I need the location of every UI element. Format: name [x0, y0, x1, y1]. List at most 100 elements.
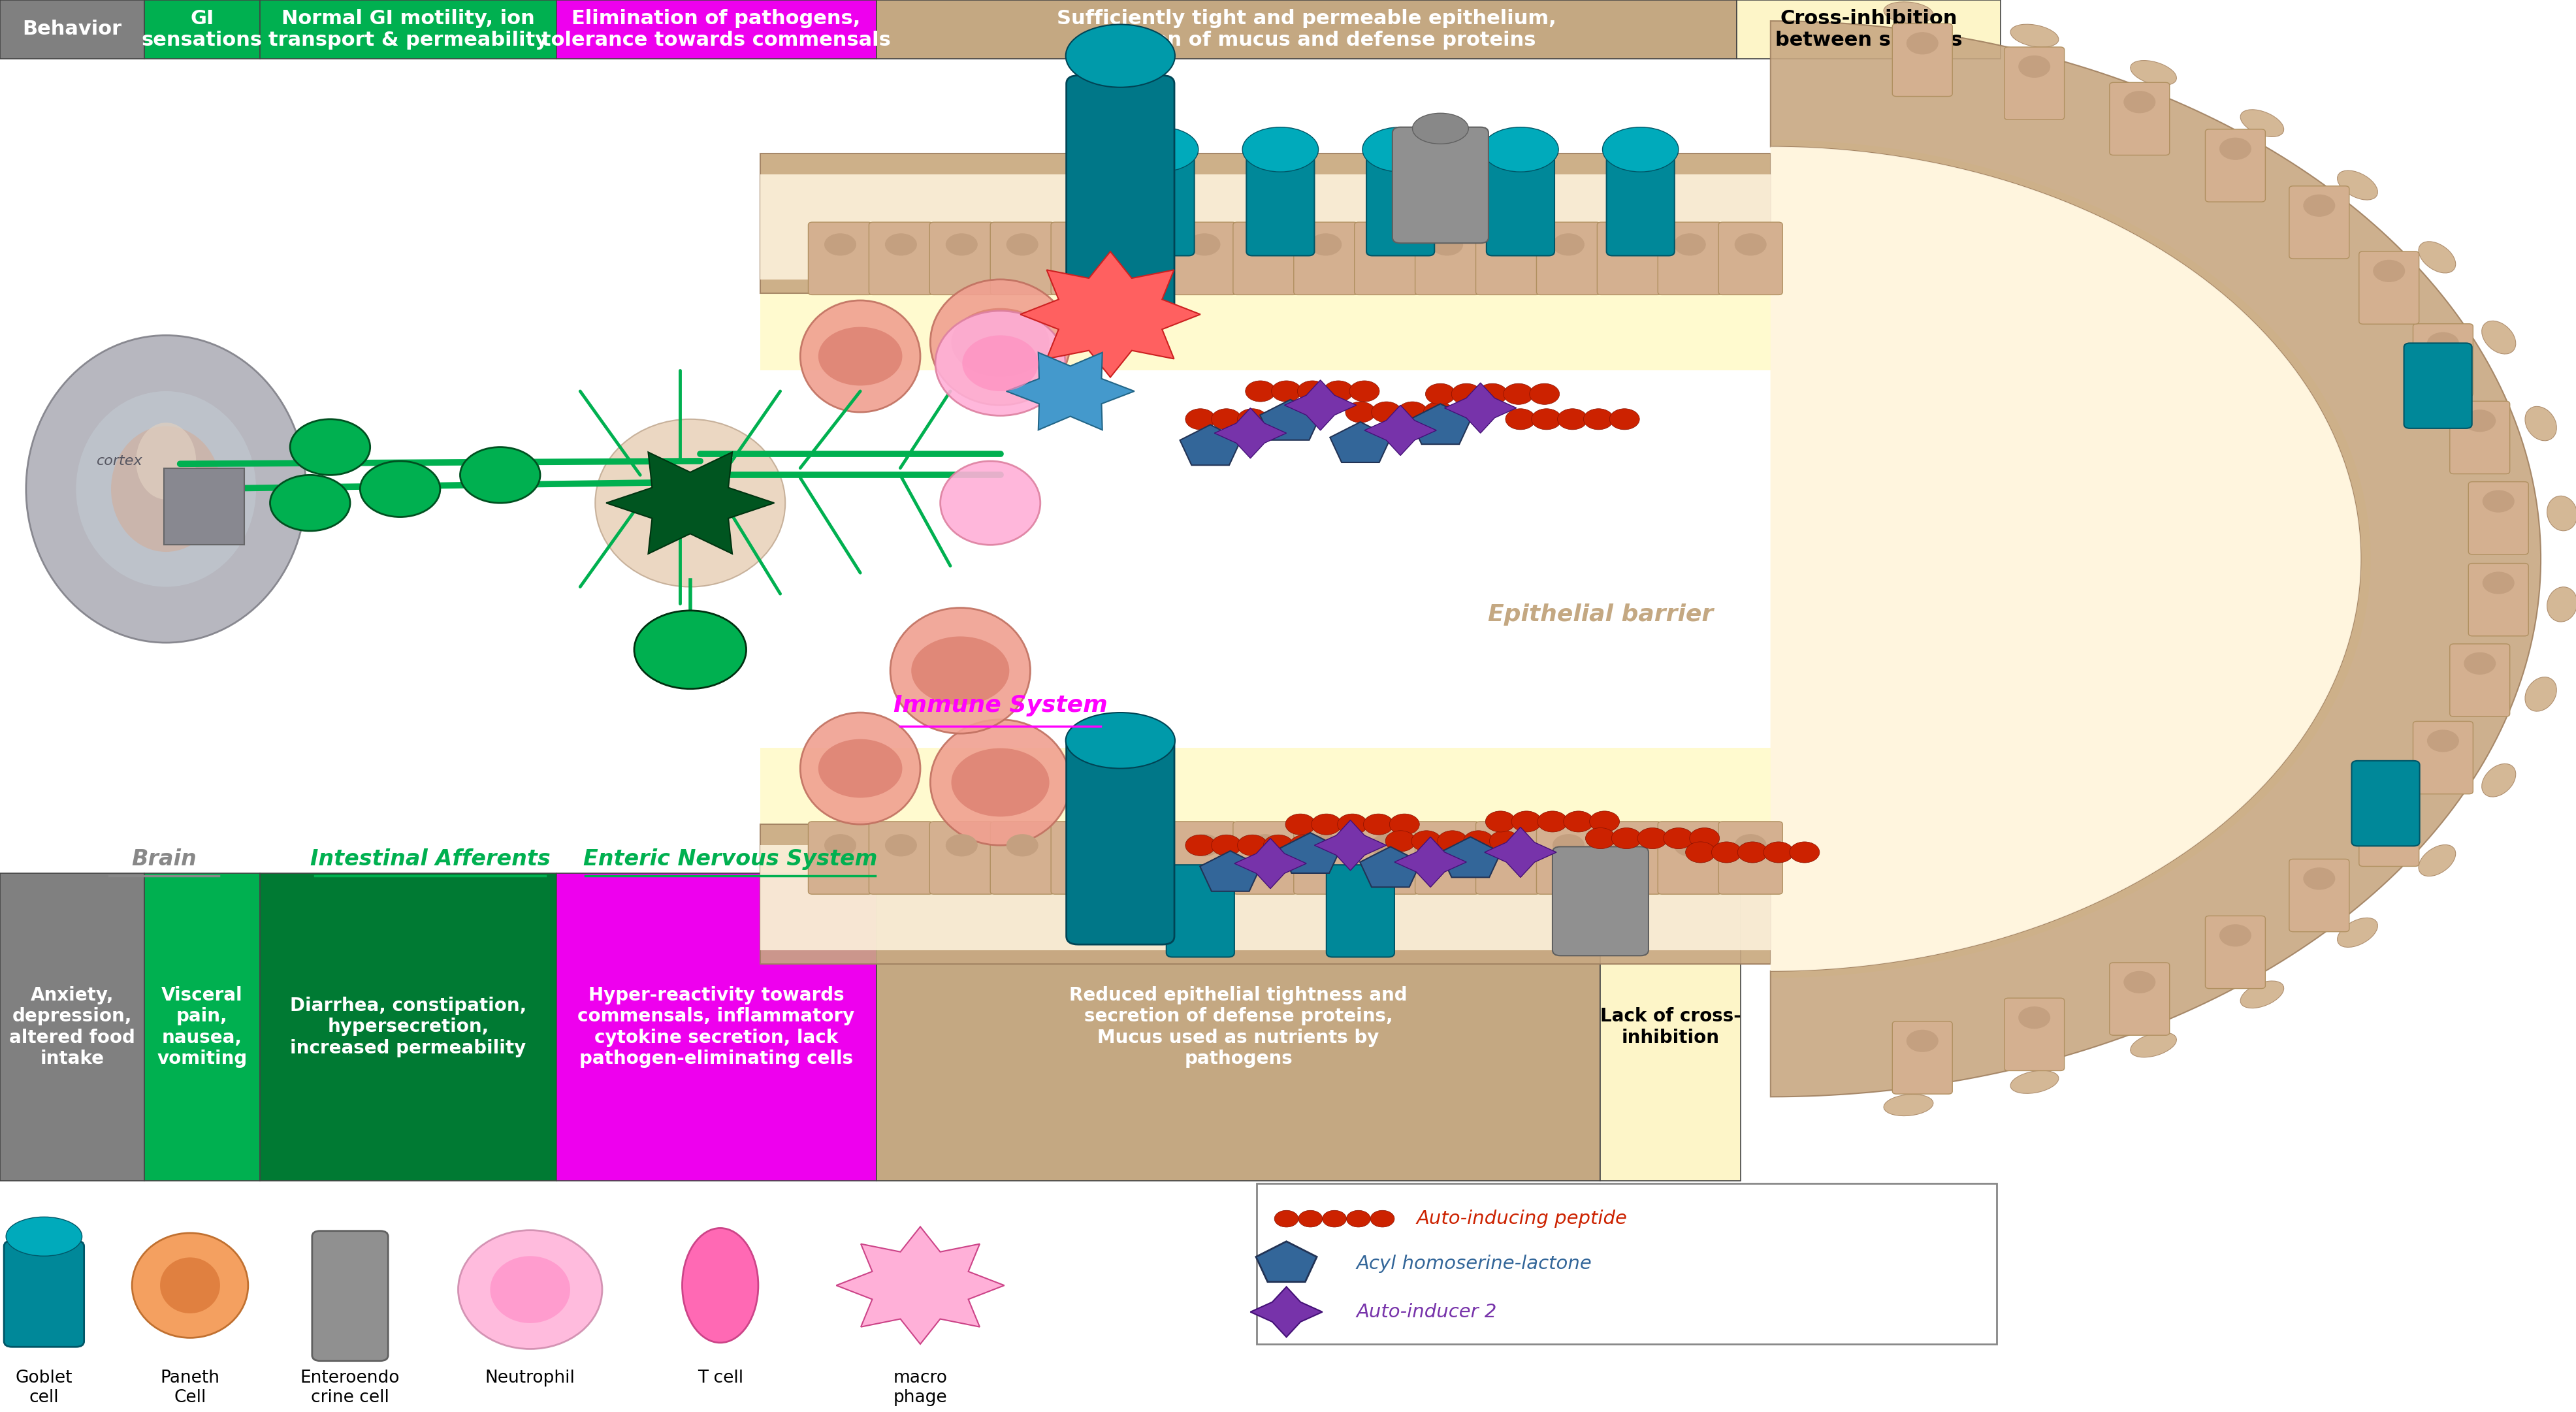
Circle shape: [1275, 1210, 1298, 1227]
Ellipse shape: [2336, 171, 2378, 201]
Circle shape: [1185, 408, 1216, 429]
Circle shape: [1273, 381, 1301, 401]
FancyBboxPatch shape: [2450, 401, 2509, 474]
Text: Behavior: Behavior: [23, 20, 121, 38]
Circle shape: [945, 834, 979, 857]
FancyBboxPatch shape: [1718, 822, 1783, 894]
Circle shape: [886, 834, 917, 857]
Circle shape: [1765, 842, 1793, 863]
Circle shape: [1128, 233, 1159, 256]
FancyBboxPatch shape: [1113, 222, 1175, 295]
FancyBboxPatch shape: [2004, 998, 2063, 1070]
Circle shape: [1613, 827, 1641, 849]
Circle shape: [1512, 810, 1540, 832]
FancyBboxPatch shape: [1394, 127, 1489, 243]
FancyBboxPatch shape: [2004, 47, 2063, 120]
FancyBboxPatch shape: [1414, 222, 1479, 295]
Circle shape: [1685, 842, 1716, 863]
Text: Enteric Nervous System: Enteric Nervous System: [582, 849, 878, 870]
Circle shape: [1128, 834, 1159, 857]
Circle shape: [2303, 195, 2336, 216]
Circle shape: [1066, 834, 1100, 857]
Ellipse shape: [2241, 110, 2285, 137]
FancyBboxPatch shape: [1126, 157, 1195, 256]
Circle shape: [1388, 813, 1419, 834]
Ellipse shape: [1363, 127, 1437, 172]
Circle shape: [1486, 810, 1515, 832]
Circle shape: [2483, 572, 2514, 594]
Circle shape: [1432, 233, 1463, 256]
FancyBboxPatch shape: [2360, 794, 2419, 867]
Circle shape: [1610, 408, 1638, 429]
FancyBboxPatch shape: [1659, 222, 1721, 295]
Ellipse shape: [1242, 127, 1319, 172]
Ellipse shape: [111, 426, 222, 552]
Circle shape: [1450, 401, 1479, 422]
Bar: [760, 846, 1770, 950]
FancyBboxPatch shape: [1051, 822, 1115, 894]
Text: Normal GI motility, ion
transport & permeability: Normal GI motility, ion transport & perm…: [268, 8, 549, 49]
Circle shape: [1553, 233, 1584, 256]
Text: Auto-inducing peptide: Auto-inducing peptide: [1417, 1210, 1628, 1228]
Polygon shape: [1007, 353, 1133, 429]
Circle shape: [1309, 233, 1342, 256]
Circle shape: [1345, 401, 1376, 422]
Bar: [760, 825, 1770, 964]
FancyBboxPatch shape: [989, 822, 1054, 894]
Circle shape: [1370, 233, 1401, 256]
Bar: [165, 467, 245, 545]
Circle shape: [1425, 384, 1455, 404]
Polygon shape: [605, 452, 775, 554]
Wedge shape: [1770, 147, 2360, 971]
Ellipse shape: [930, 280, 1072, 405]
FancyBboxPatch shape: [2352, 761, 2419, 846]
Circle shape: [1285, 813, 1316, 834]
FancyBboxPatch shape: [1553, 847, 1649, 956]
Bar: [1257, 1183, 1996, 1344]
FancyBboxPatch shape: [809, 822, 873, 894]
Circle shape: [1638, 827, 1667, 849]
Circle shape: [1533, 408, 1561, 429]
Circle shape: [1007, 233, 1038, 256]
FancyBboxPatch shape: [1597, 822, 1662, 894]
Ellipse shape: [2481, 321, 2517, 354]
Ellipse shape: [2419, 844, 2455, 877]
Circle shape: [2221, 137, 2251, 160]
Ellipse shape: [2548, 587, 2576, 621]
Ellipse shape: [2009, 1070, 2058, 1093]
Circle shape: [1291, 834, 1319, 856]
FancyBboxPatch shape: [1234, 822, 1298, 894]
Polygon shape: [1200, 851, 1260, 891]
Circle shape: [824, 233, 855, 256]
FancyBboxPatch shape: [930, 822, 994, 894]
Circle shape: [1906, 1029, 1937, 1052]
Polygon shape: [1360, 847, 1422, 887]
Circle shape: [819, 328, 902, 385]
Text: Auto-inducer 2: Auto-inducer 2: [1358, 1303, 1497, 1322]
Circle shape: [1412, 830, 1443, 851]
FancyBboxPatch shape: [1355, 222, 1419, 295]
Circle shape: [1363, 813, 1394, 834]
Circle shape: [1370, 401, 1401, 422]
FancyBboxPatch shape: [989, 222, 1054, 295]
FancyBboxPatch shape: [1167, 864, 1234, 957]
Bar: [876, 873, 1600, 1180]
Text: Anxiety,
depression,
altered food
intake: Anxiety, depression, altered food intake: [10, 986, 134, 1067]
FancyBboxPatch shape: [1476, 822, 1540, 894]
Circle shape: [361, 462, 440, 517]
Circle shape: [1262, 834, 1293, 856]
Circle shape: [634, 610, 747, 689]
FancyBboxPatch shape: [1535, 222, 1600, 295]
Circle shape: [1311, 813, 1342, 834]
Circle shape: [1066, 233, 1100, 256]
Polygon shape: [1257, 1241, 1316, 1282]
FancyBboxPatch shape: [1172, 222, 1236, 295]
FancyBboxPatch shape: [1355, 822, 1419, 894]
FancyBboxPatch shape: [868, 822, 933, 894]
FancyBboxPatch shape: [1066, 75, 1175, 316]
Ellipse shape: [1123, 127, 1198, 172]
Circle shape: [951, 748, 1048, 816]
Bar: [760, 154, 1770, 294]
FancyBboxPatch shape: [2205, 130, 2264, 202]
Circle shape: [1664, 827, 1692, 849]
